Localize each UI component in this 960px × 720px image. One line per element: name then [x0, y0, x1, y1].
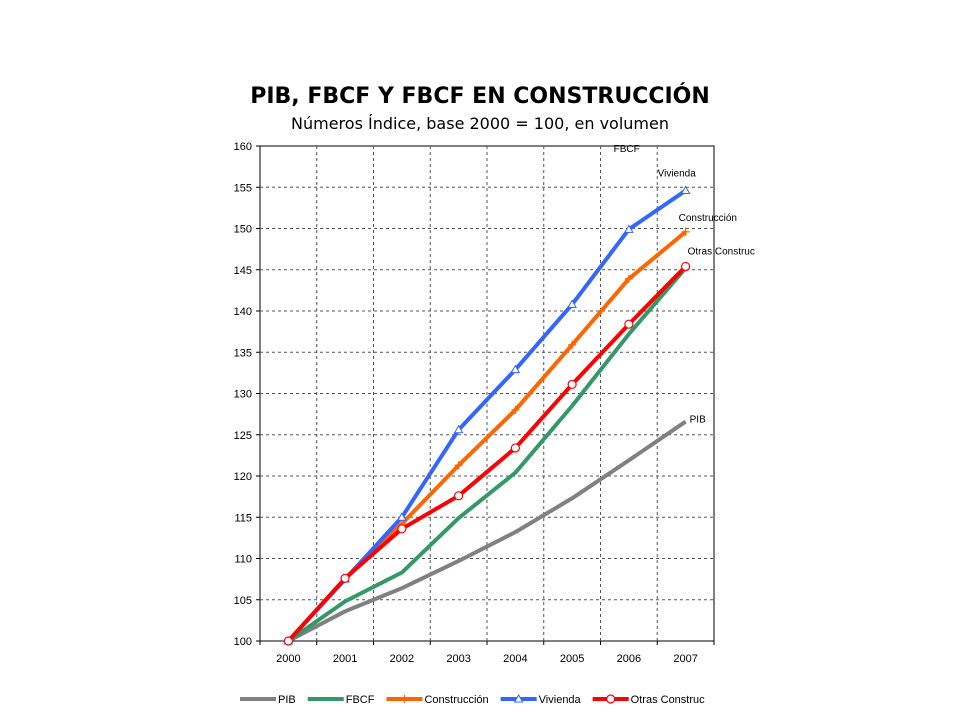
- annotation-label: FBCF: [614, 144, 640, 155]
- data-point: [283, 636, 293, 646]
- data-point: [510, 443, 520, 453]
- y-tick-label: 145: [234, 265, 252, 277]
- data-point: [681, 227, 690, 236]
- legend-label: Otras Construc: [631, 694, 705, 706]
- legend-item: Otras Construc: [592, 694, 705, 706]
- legend-item: Vivienda: [500, 693, 582, 706]
- data-point: [453, 424, 464, 434]
- legend-item: PIB: [240, 694, 296, 706]
- data-point: [568, 340, 577, 349]
- annotation-label: Construcción: [679, 213, 737, 224]
- x-tick-label: 2001: [333, 653, 357, 665]
- series-line: [286, 265, 688, 643]
- data-point: [567, 299, 577, 308]
- y-tick-label: 140: [234, 306, 252, 318]
- legend-item: FBCF: [307, 694, 375, 706]
- y-tick-label: 150: [234, 224, 252, 236]
- data-point: [510, 364, 521, 374]
- data-point: [454, 491, 464, 501]
- x-axis: 2000 2001 2002 2003 2004 2005 2006 2007: [259, 641, 715, 665]
- x-tick-label: 2003: [446, 653, 470, 665]
- chart-title: PIB, FBCF Y FBCF EN CONSTRUCCIÓN: [250, 84, 710, 109]
- data-point: [397, 524, 407, 534]
- y-axis: 100 105 110 115 120 125 130 135 140 145 150 155 160: [234, 141, 260, 648]
- data-point: [400, 695, 409, 703]
- y-tick-label: 135: [234, 347, 252, 359]
- legend-label: FBCF: [346, 694, 375, 706]
- data-point: [681, 261, 691, 272]
- x-tick-label: 2002: [390, 653, 414, 665]
- grid-lines: [260, 146, 714, 641]
- y-tick-label: 160: [234, 141, 252, 153]
- x-tick-label: 2000: [276, 653, 300, 665]
- annotation-label: Vivienda: [658, 169, 697, 180]
- series-line: [287, 419, 687, 643]
- data-point: [606, 694, 616, 704]
- data-point: [397, 512, 407, 521]
- y-tick-label: 110: [234, 554, 252, 566]
- data-point: [513, 693, 524, 703]
- y-tick-label: 120: [234, 471, 252, 483]
- legend: PIB FBCF Construcción Vivienda Otras Constru…: [240, 693, 705, 706]
- chart-subtitle: Números Índice, base 2000 = 100, en volu…: [291, 114, 669, 133]
- y-tick-label: 100: [234, 636, 252, 648]
- y-tick-label: 125: [234, 430, 252, 442]
- series-line: [287, 266, 688, 643]
- x-tick-label: 2007: [673, 653, 697, 665]
- x-tick-label: 2006: [617, 653, 641, 665]
- data-point: [511, 406, 520, 414]
- series-fbcf: [287, 266, 688, 643]
- data-point: [454, 461, 463, 470]
- legend-label: Construcción: [424, 694, 488, 706]
- series-pib: [287, 419, 687, 643]
- series-lines: [283, 185, 691, 646]
- y-tick-label: 115: [234, 512, 252, 524]
- annotations: Vivienda Construcción Otras Construc FBCF PI…: [614, 144, 755, 425]
- y-tick-label: 130: [234, 389, 252, 401]
- legend-item: Construcción: [386, 694, 489, 706]
- data-point: [340, 573, 350, 583]
- data-point: [680, 185, 691, 195]
- x-tick-label: 2005: [560, 653, 584, 665]
- x-tick-label: 2004: [503, 653, 527, 665]
- annotation-label: PIB: [690, 415, 706, 426]
- data-point: [624, 274, 633, 283]
- data-point: [624, 319, 634, 329]
- data-point: [567, 379, 577, 390]
- y-tick-label: 155: [234, 182, 252, 194]
- legend-label: PIB: [278, 694, 296, 706]
- series-otras-construc: [283, 261, 691, 646]
- data-point: [624, 224, 634, 233]
- legend-label: Vivienda: [539, 694, 582, 706]
- annotation-label: Otras Construc: [688, 246, 755, 257]
- y-tick-label: 105: [234, 595, 252, 607]
